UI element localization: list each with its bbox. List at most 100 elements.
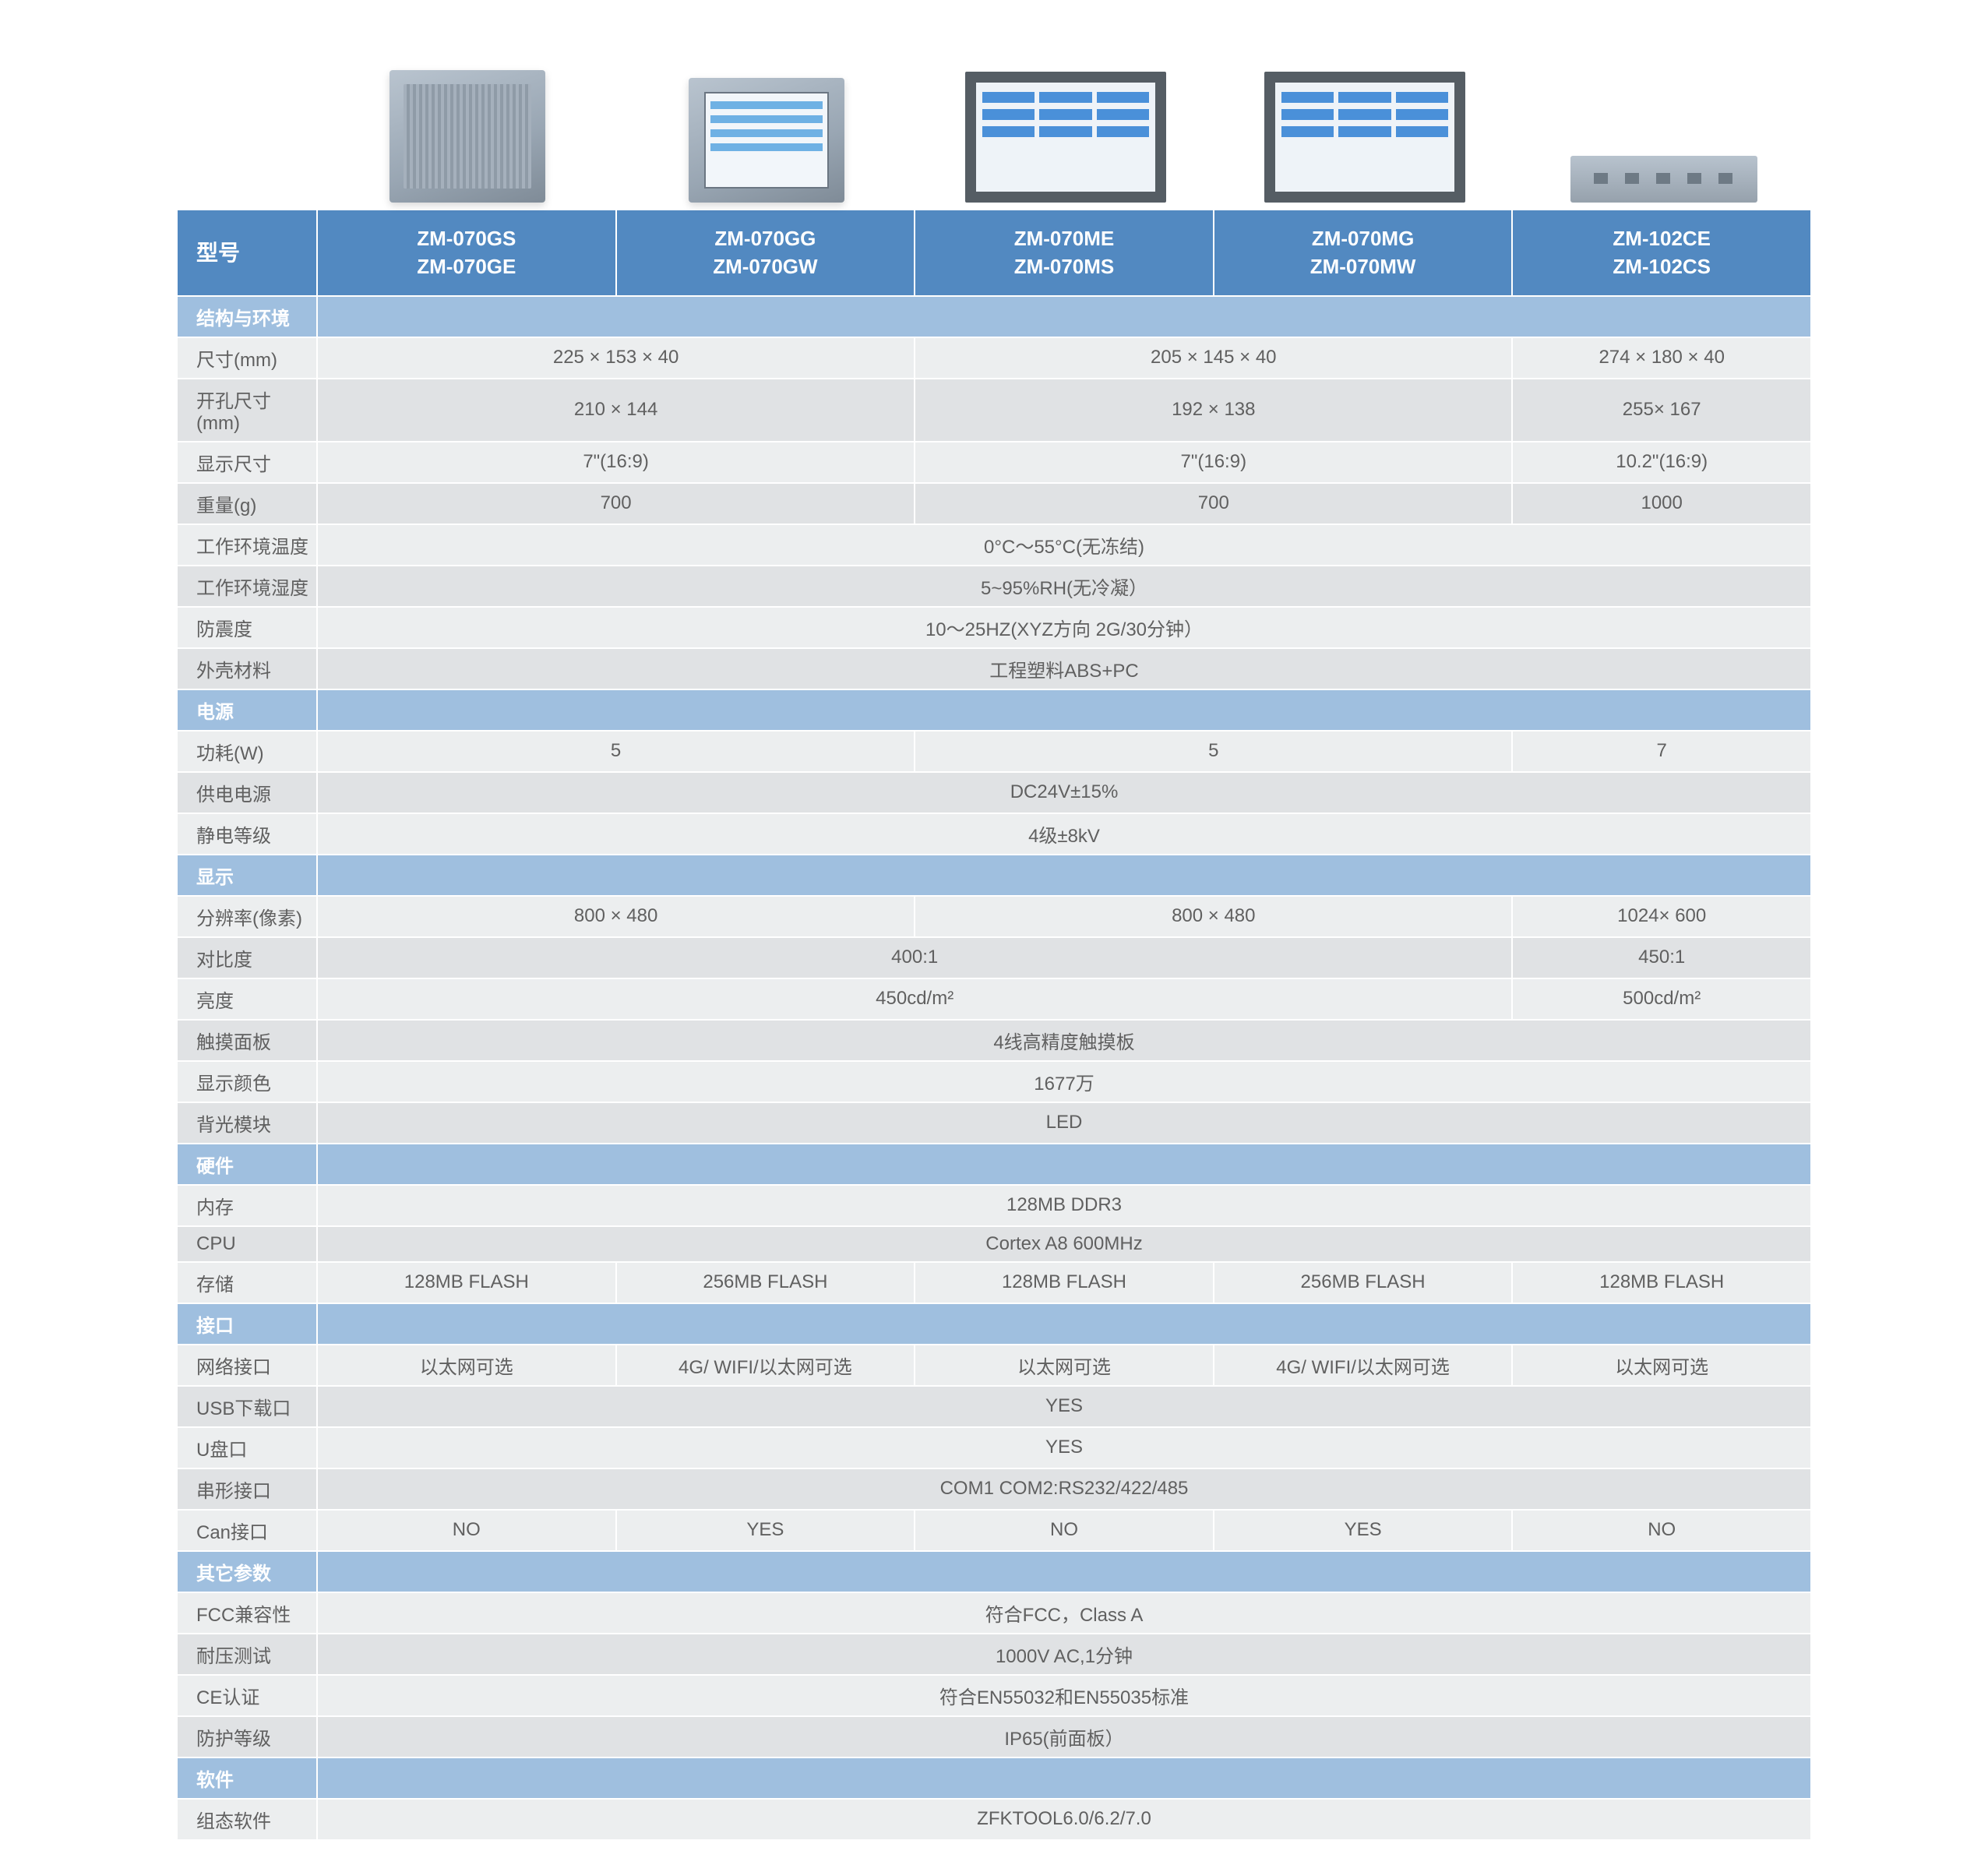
spec-table: 型号ZM-070GSZM-070GEZM-070GGZM-070GWZM-070… [176,209,1812,1841]
spec-row: 防护等级IP65(前面板） [177,1716,1811,1757]
spec-label: 存储 [177,1262,317,1303]
spec-value: 450:1 [1512,937,1811,978]
spec-value: 700 [915,483,1512,524]
spec-row: 开孔尺寸(mm)210 × 144192 × 138255× 167 [177,379,1811,442]
spec-value: 7 [1512,731,1811,772]
spec-value: Cortex A8 600MHz [317,1226,1811,1262]
spec-label: U盘口 [177,1427,317,1468]
spec-value: 5 [915,731,1512,772]
spec-label: 防震度 [177,607,317,648]
spec-value: 1677万 [317,1061,1811,1102]
spec-value: NO [915,1510,1214,1551]
spec-label: CE认证 [177,1675,317,1716]
spec-label: 分辨率(像素) [177,896,317,937]
spec-value: DC24V±15% [317,772,1811,813]
spec-value: NO [317,1510,616,1551]
spec-row: 组态软件ZFKTOOL6.0/6.2/7.0 [177,1799,1811,1840]
spec-row: 串形接口COM1 COM2:RS232/422/485 [177,1468,1811,1510]
section-title: 电源 [177,689,317,731]
spec-value: 128MB FLASH [1512,1262,1811,1303]
spec-value: 符合FCC，Class A [317,1592,1811,1634]
spec-value: 1000 [1512,483,1811,524]
spec-value: 500cd/m² [1512,978,1811,1020]
spec-row: 背光模块LED [177,1102,1811,1144]
spec-label: 工作环境温度 [177,524,317,566]
spec-row: Can接口NOYESNOYESNO [177,1510,1811,1551]
section-title: 显示 [177,855,317,896]
spec-value: 256MB FLASH [1214,1262,1513,1303]
spec-value: 7"(16:9) [915,442,1512,483]
spec-row: 耐压测试1000V AC,1分钟 [177,1634,1811,1675]
product-image-2 [619,31,915,203]
spec-value: 128MB FLASH [317,1262,616,1303]
spec-value: 4级±8kV [317,813,1811,855]
spec-value: 10～25HZ(XYZ方向 2G/30分钟） [317,607,1811,648]
spec-row: 亮度450cd/m²500cd/m² [177,978,1811,1020]
header-label: 型号 [177,210,317,296]
product-image-3 [918,31,1214,203]
model-header-2: ZM-070MEZM-070MS [915,210,1214,296]
spec-value: 255× 167 [1512,379,1811,442]
spec-row: U盘口YES [177,1427,1811,1468]
spec-value: 1000V AC,1分钟 [317,1634,1811,1675]
spec-value: 450cd/m² [317,978,1512,1020]
spec-label: 对比度 [177,937,317,978]
spec-table-container: 型号ZM-070GSZM-070GEZM-070GGZM-070GWZM-070… [176,31,1812,1841]
spec-row: 工作环境湿度5~95%RH(无冷凝） [177,566,1811,607]
spec-label: 供电电源 [177,772,317,813]
spec-label: 外壳材料 [177,648,317,689]
section-1: 电源 [177,689,1811,731]
spec-value: COM1 COM2:RS232/422/485 [317,1468,1811,1510]
spec-label: 组态软件 [177,1799,317,1840]
spec-value: 1024× 600 [1512,896,1811,937]
spec-value: YES [616,1510,915,1551]
spec-value: 800 × 480 [915,896,1512,937]
section-4: 接口 [177,1303,1811,1345]
spec-value: 205 × 145 × 40 [915,337,1512,379]
spec-row: 网络接口以太网可选4G/ WIFI/以太网可选以太网可选4G/ WIFI/以太网… [177,1345,1811,1386]
spec-row: 静电等级4级±8kV [177,813,1811,855]
spec-label: 耐压测试 [177,1634,317,1675]
spec-label: 网络接口 [177,1345,317,1386]
spec-value: 0°C～55°C(无冻结) [317,524,1811,566]
section-0: 结构与环境 [177,296,1811,337]
spec-label: CPU [177,1226,317,1262]
spec-label: FCC兼容性 [177,1592,317,1634]
section-3: 硬件 [177,1144,1811,1185]
spec-label: 触摸面板 [177,1020,317,1061]
spec-value: YES [1214,1510,1513,1551]
product-image-row [176,31,1812,203]
spec-row: 防震度10～25HZ(XYZ方向 2G/30分钟） [177,607,1811,648]
spec-label: 工作环境湿度 [177,566,317,607]
spec-row: 显示颜色1677万 [177,1061,1811,1102]
product-image-5 [1516,31,1812,203]
spec-value: 225 × 153 × 40 [317,337,915,379]
spec-value: 800 × 480 [317,896,915,937]
spec-label: 显示颜色 [177,1061,317,1102]
spec-value: 7"(16:9) [317,442,915,483]
section-6: 软件 [177,1757,1811,1799]
spec-row: CE认证符合EN55032和EN55035标准 [177,1675,1811,1716]
spec-row: 重量(g)7007001000 [177,483,1811,524]
spec-row: 显示尺寸7"(16:9)7"(16:9)10.2"(16:9) [177,442,1811,483]
spec-label: 串形接口 [177,1468,317,1510]
spec-row: 存储128MB FLASH256MB FLASH128MB FLASH256MB… [177,1262,1811,1303]
section-2: 显示 [177,855,1811,896]
spec-value: 210 × 144 [317,379,915,442]
spec-label: 尺寸(mm) [177,337,317,379]
spec-value: 256MB FLASH [616,1262,915,1303]
spec-row: 工作环境温度0°C～55°C(无冻结) [177,524,1811,566]
spec-row: 外壳材料工程塑料ABS+PC [177,648,1811,689]
spec-label: 功耗(W) [177,731,317,772]
product-image-4 [1217,31,1513,203]
spec-row: 功耗(W)557 [177,731,1811,772]
product-image-1 [319,31,615,203]
spec-row: FCC兼容性符合FCC，Class A [177,1592,1811,1634]
spec-value: LED [317,1102,1811,1144]
model-header-0: ZM-070GSZM-070GE [317,210,616,296]
spec-value: 128MB DDR3 [317,1185,1811,1226]
spec-value: 4G/ WIFI/以太网可选 [1214,1345,1513,1386]
spec-value: 700 [317,483,915,524]
section-5: 其它参数 [177,1551,1811,1592]
spec-value: 符合EN55032和EN55035标准 [317,1675,1811,1716]
